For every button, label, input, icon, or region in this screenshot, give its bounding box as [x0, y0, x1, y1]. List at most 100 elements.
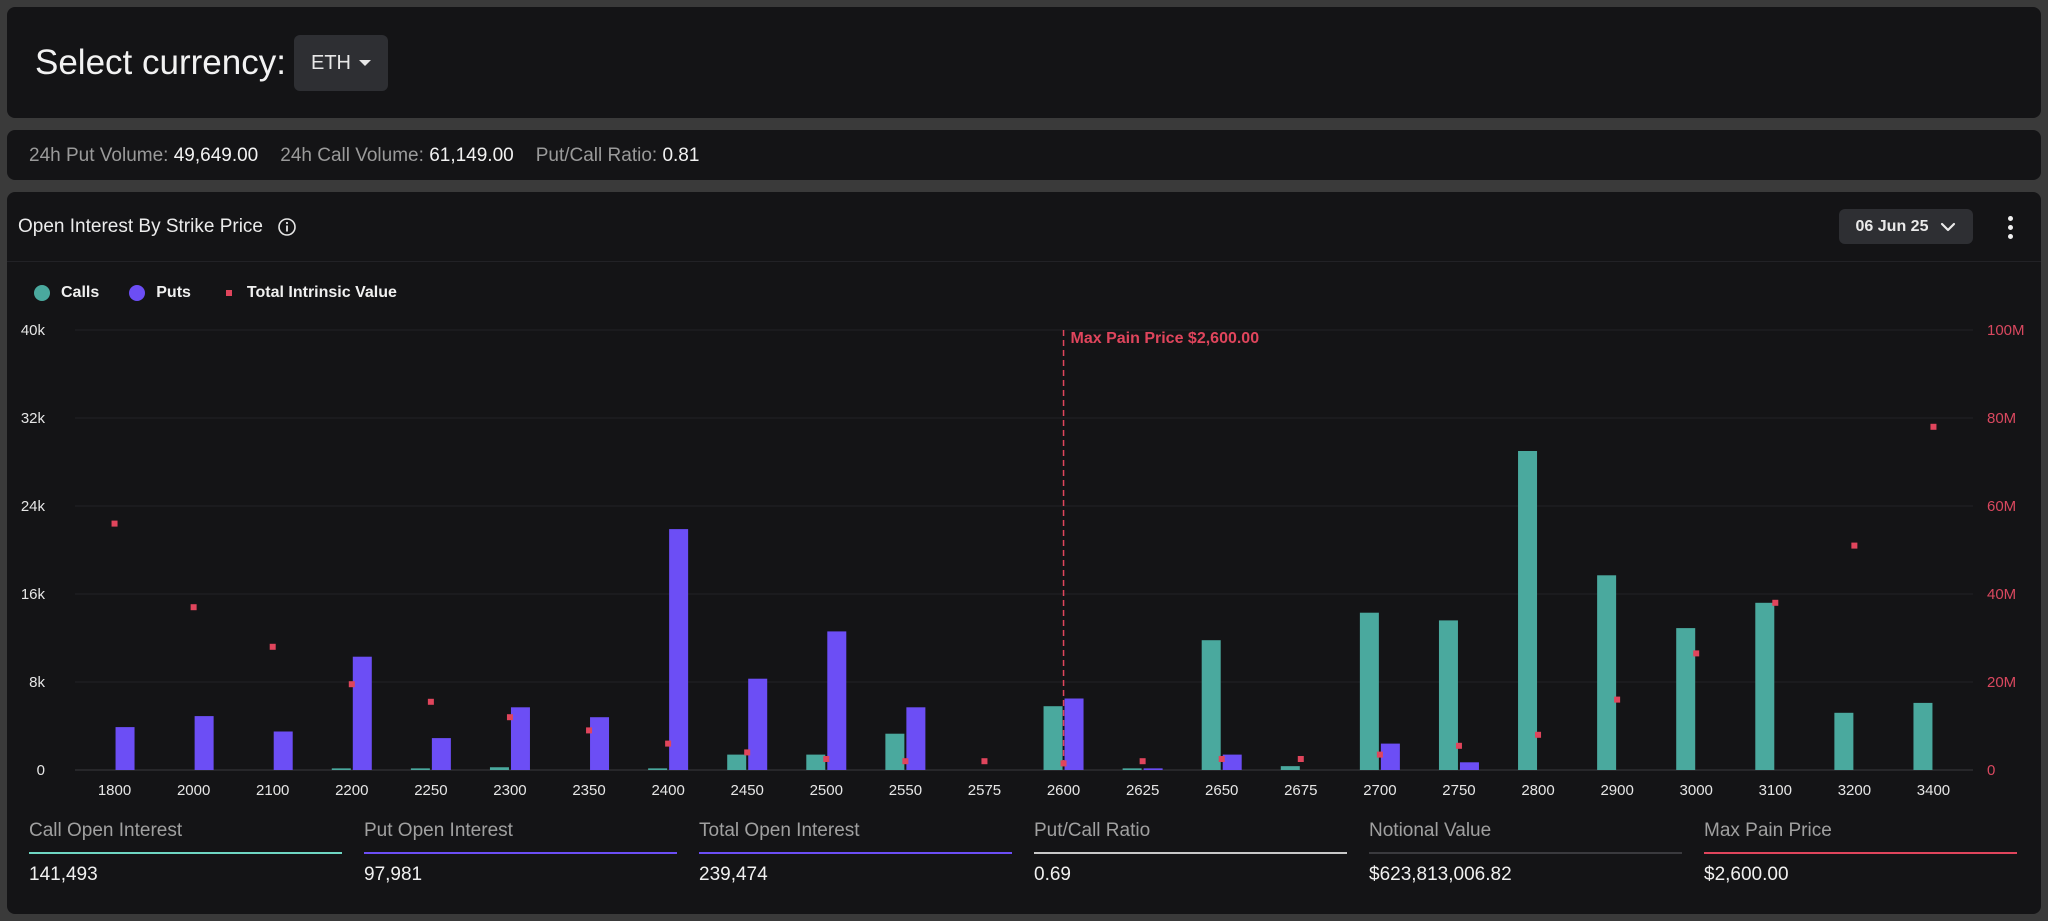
intrinsic-value-point: [190, 604, 197, 611]
puts-legend-swatch: [129, 285, 146, 301]
x-tick-label: 2100: [256, 782, 289, 799]
y-right-tick-label: 20M: [1987, 674, 2016, 691]
summary-underline: [364, 852, 677, 854]
stat-key: Put/Call Ratio:: [535, 145, 658, 166]
x-tick-label: 2625: [1126, 782, 1159, 799]
intrinsic-value-point: [1693, 650, 1700, 657]
y-right-tick-label: 80M: [1987, 410, 2016, 427]
calls-bar: [1438, 620, 1458, 770]
more-options-icon[interactable]: [1992, 209, 2028, 245]
x-tick-label: 2900: [1600, 782, 1633, 799]
puts-bar: [1459, 762, 1479, 770]
chart-title-text: Open Interest By Strike Price: [18, 216, 263, 237]
summary-row: Call Open Interest 141,493 Put Open Inte…: [29, 820, 2029, 900]
calls-bar: [331, 768, 351, 770]
select-currency-label: Select currency:: [35, 43, 286, 82]
legend-label: Calls: [61, 284, 100, 301]
y-left-tick-label: 40k: [21, 322, 46, 339]
legend-calls[interactable]: Calls: [34, 284, 99, 302]
summary-label: Put Open Interest: [364, 820, 513, 841]
summary-underline: [699, 852, 1012, 854]
puts-bar: [748, 678, 768, 770]
intrinsic-value-point: [1455, 742, 1462, 749]
currency-dropdown[interactable]: ETH: [294, 35, 388, 91]
puts-bar: [273, 731, 293, 770]
calls-bar: [1359, 612, 1379, 770]
summary-value: $623,813,006.82: [1369, 864, 1512, 885]
x-tick-label: 3200: [1838, 782, 1871, 799]
x-tick-label: 2575: [968, 782, 1001, 799]
calls-bar: [1676, 628, 1696, 770]
puts-bar: [194, 716, 214, 770]
calls-bar: [1913, 702, 1933, 770]
currency-panel: Select currency: ETH: [7, 7, 2041, 118]
volume-stats-panel: 24h Put Volume: 49,649.00 24h Call Volum…: [7, 130, 2041, 180]
legend-total-intrinsic-value[interactable]: Total Intrinsic Value: [221, 284, 397, 302]
chart-header: Open Interest By Strike Price 06 Jun 25: [7, 192, 2041, 262]
calls-bar: [648, 768, 668, 770]
intrinsic-value-point: [744, 749, 751, 756]
calls-bar: [1122, 768, 1142, 770]
stat-key: 24h Call Volume:: [280, 145, 424, 166]
calls-bar: [1597, 575, 1617, 770]
summary-value: 0.69: [1034, 864, 1071, 885]
stat-value: 61,149.00: [429, 145, 514, 166]
expiry-date-dropdown[interactable]: 06 Jun 25: [1839, 209, 1973, 244]
x-tick-label: 2675: [1284, 782, 1317, 799]
puts-bar: [510, 707, 530, 770]
puts-bar: [1380, 743, 1400, 770]
puts-bar: [1143, 768, 1163, 770]
intrinsic-value-point: [902, 758, 909, 765]
x-tick-label: 2450: [731, 782, 764, 799]
puts-bar: [590, 717, 610, 770]
intrinsic-value-point: [586, 727, 593, 734]
legend-label: Puts: [156, 284, 191, 301]
calls-bar: [1201, 640, 1221, 770]
calls-bar: [806, 754, 826, 770]
calls-bar: [885, 733, 905, 770]
intrinsic-value-point: [1376, 751, 1383, 758]
puts-bar: [827, 631, 847, 770]
put-volume-stat: 24h Put Volume: 49,649.00: [29, 145, 258, 167]
intrinsic-value-point: [427, 698, 434, 705]
intrinsic-value-point: [1930, 423, 1937, 430]
chevron-down-icon: [1941, 222, 1956, 231]
expiry-date-value: 06 Jun 25: [1855, 217, 1929, 235]
y-left-tick-label: 8k: [29, 674, 45, 691]
calls-bar: [1043, 706, 1063, 770]
puts-bar: [906, 707, 926, 770]
legend-puts[interactable]: Puts: [129, 284, 191, 302]
intrinsic-value-point: [1139, 758, 1146, 765]
caret-down-icon: [359, 60, 371, 66]
calls-bar: [1834, 712, 1854, 770]
y-right-tick-label: 60M: [1987, 498, 2016, 515]
info-icon[interactable]: [277, 217, 297, 237]
stat-value: 49,649.00: [173, 145, 259, 166]
summary-label: Max Pain Price: [1704, 820, 1832, 841]
summary-label: Call Open Interest: [29, 820, 183, 841]
stat-key: 24h Put Volume:: [29, 145, 169, 166]
x-tick-label: 2200: [335, 782, 368, 799]
intrinsic-value-point: [981, 758, 988, 765]
chart-title: Open Interest By Strike Price: [18, 216, 297, 238]
currency-selected: ETH: [311, 51, 351, 74]
calls-bar: [1280, 766, 1300, 770]
calls-bar: [489, 767, 509, 770]
intrinsic-value-point: [1772, 599, 1779, 606]
summary-underline: [1704, 852, 2017, 854]
intrinsic-value-point: [1614, 696, 1621, 703]
y-right-tick-label: 0: [1987, 762, 1995, 779]
intrinsic-legend-swatch: [225, 290, 232, 296]
x-tick-label: 2400: [651, 782, 684, 799]
calls-bar: [727, 754, 747, 770]
stat-value: 0.81: [662, 145, 700, 166]
x-tick-label: 2000: [177, 782, 210, 799]
intrinsic-value-point: [1218, 756, 1225, 762]
put-call-ratio-stat: Put/Call Ratio: 0.81: [536, 145, 700, 167]
puts-bar: [115, 727, 135, 770]
x-tick-label: 2800: [1521, 782, 1554, 799]
summary-underline: [1369, 852, 1682, 854]
intrinsic-value-point: [1297, 756, 1304, 762]
summary-value: $2,600.00: [1704, 864, 1789, 885]
summary-underline: [1034, 852, 1347, 854]
